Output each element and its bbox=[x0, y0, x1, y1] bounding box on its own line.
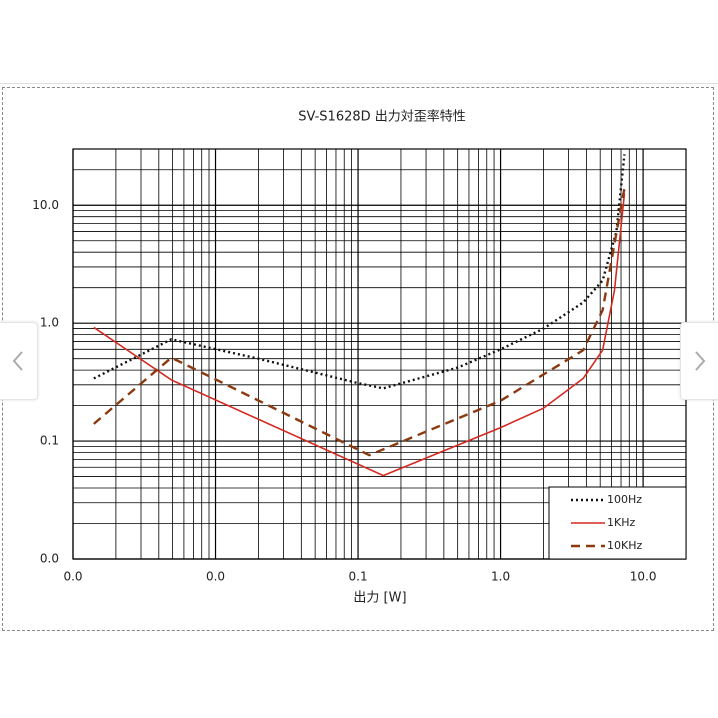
x-tick-label: 1.0 bbox=[491, 570, 510, 584]
prev-icon bbox=[12, 351, 23, 371]
prev-button[interactable] bbox=[0, 322, 38, 400]
next-button[interactable] bbox=[680, 322, 718, 400]
y-tick-label: 0.1 bbox=[40, 434, 59, 448]
x-axis-label: 出力 [W] bbox=[353, 591, 406, 606]
x-tick-label: 10.0 bbox=[630, 570, 657, 584]
chart-title: SV-S1628D 出力対歪率特性 bbox=[298, 109, 466, 125]
y-tick-label: 10.0 bbox=[32, 198, 59, 212]
next-icon bbox=[695, 351, 706, 371]
divider bbox=[0, 83, 718, 84]
y-tick-label: 1.0 bbox=[40, 316, 59, 330]
x-tick-label: 0.0 bbox=[206, 570, 225, 584]
series-line bbox=[93, 193, 626, 477]
legend-label: 100Hz bbox=[607, 493, 642, 506]
x-tick-label: 0.0 bbox=[63, 570, 82, 584]
series-line bbox=[93, 187, 626, 457]
legend-label: 1KHz bbox=[607, 516, 635, 529]
y-tick-label: 0.0 bbox=[40, 552, 59, 566]
series-line bbox=[93, 154, 626, 390]
x-tick-label: 0.1 bbox=[349, 570, 368, 584]
legend-label: 10KHz bbox=[607, 539, 642, 552]
